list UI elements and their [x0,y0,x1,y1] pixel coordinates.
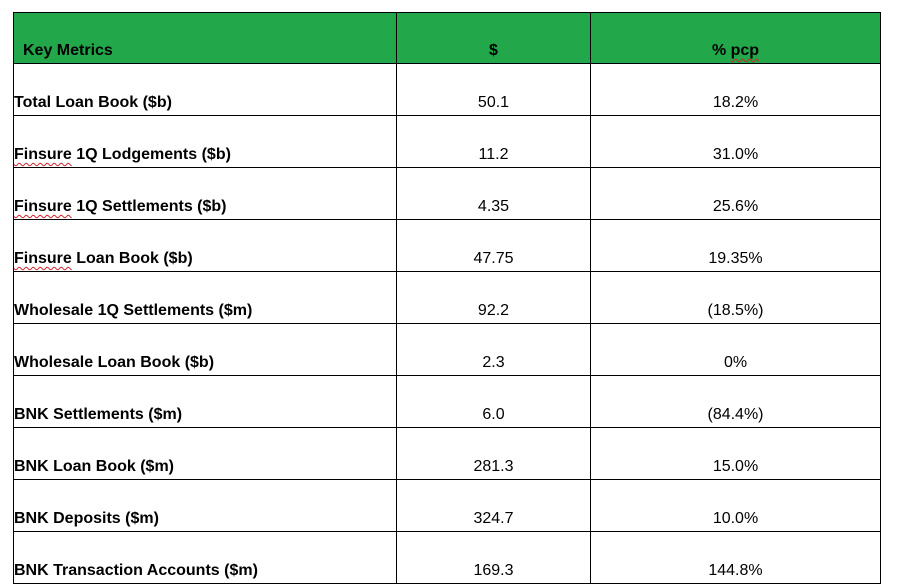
metric-pcp: 19.35% [590,219,881,272]
column-header-pcp: % pcp [590,12,881,64]
table-row: Wholesale Loan Book ($b) 2.3 0% [13,323,881,376]
metric-label: Wholesale 1Q Settlements ($m) [13,271,397,324]
metric-pcp: 18.2% [590,63,881,116]
metric-label: Finsure 1Q Settlements ($b) [13,167,397,220]
metric-label: BNK Settlements ($m) [13,375,397,428]
metric-pcp: (18.5%) [590,271,881,324]
metric-value: 6.0 [396,375,591,428]
metric-value: 47.75 [396,219,591,272]
table-row: Total Loan Book ($b) 50.1 18.2% [13,63,881,116]
metric-label: BNK Transaction Accounts ($m) [13,531,397,584]
metric-value: 4.35 [396,167,591,220]
metric-value: 2.3 [396,323,591,376]
metric-label: Finsure 1Q Lodgements ($b) [13,115,397,168]
metric-pcp: 15.0% [590,427,881,480]
metric-pcp: 144.8% [590,531,881,584]
column-header-pcp-text: % pcp [711,42,760,59]
metric-label: BNK Deposits ($m) [13,479,397,532]
metric-pcp: (84.4%) [590,375,881,428]
metric-value: 324.7 [396,479,591,532]
metric-value: 92.2 [396,271,591,324]
key-metrics-table: Key Metrics $ % pcp Total Loan Book ($b)… [13,12,881,584]
metric-value: 50.1 [396,63,591,116]
metric-pcp: 0% [590,323,881,376]
metric-value: 169.3 [396,531,591,584]
metric-label: BNK Loan Book ($m) [13,427,397,480]
table-row: BNK Transaction Accounts ($m) 169.3 144.… [13,531,881,584]
table-row: Wholesale 1Q Settlements ($m) 92.2 (18.5… [13,271,881,324]
column-header-key-metrics: Key Metrics [13,12,397,64]
metric-value: 281.3 [396,427,591,480]
table-row: Finsure Loan Book ($b) 47.75 19.35% [13,219,881,272]
metric-label: Wholesale Loan Book ($b) [13,323,397,376]
table-row: BNK Loan Book ($m) 281.3 15.0% [13,427,881,480]
metric-pcp: 25.6% [590,167,881,220]
table-row: Finsure 1Q Lodgements ($b) 11.2 31.0% [13,115,881,168]
table-row: Finsure 1Q Settlements ($b) 4.35 25.6% [13,167,881,220]
column-header-value: $ [396,12,591,64]
metric-value: 11.2 [396,115,591,168]
metric-pcp: 31.0% [590,115,881,168]
table-row: BNK Settlements ($m) 6.0 (84.4%) [13,375,881,428]
metric-label: Finsure Loan Book ($b) [13,219,397,272]
metric-label: Total Loan Book ($b) [13,63,397,116]
table-header-row: Key Metrics $ % pcp [13,12,881,64]
table-row: BNK Deposits ($m) 324.7 10.0% [13,479,881,532]
metric-pcp: 10.0% [590,479,881,532]
